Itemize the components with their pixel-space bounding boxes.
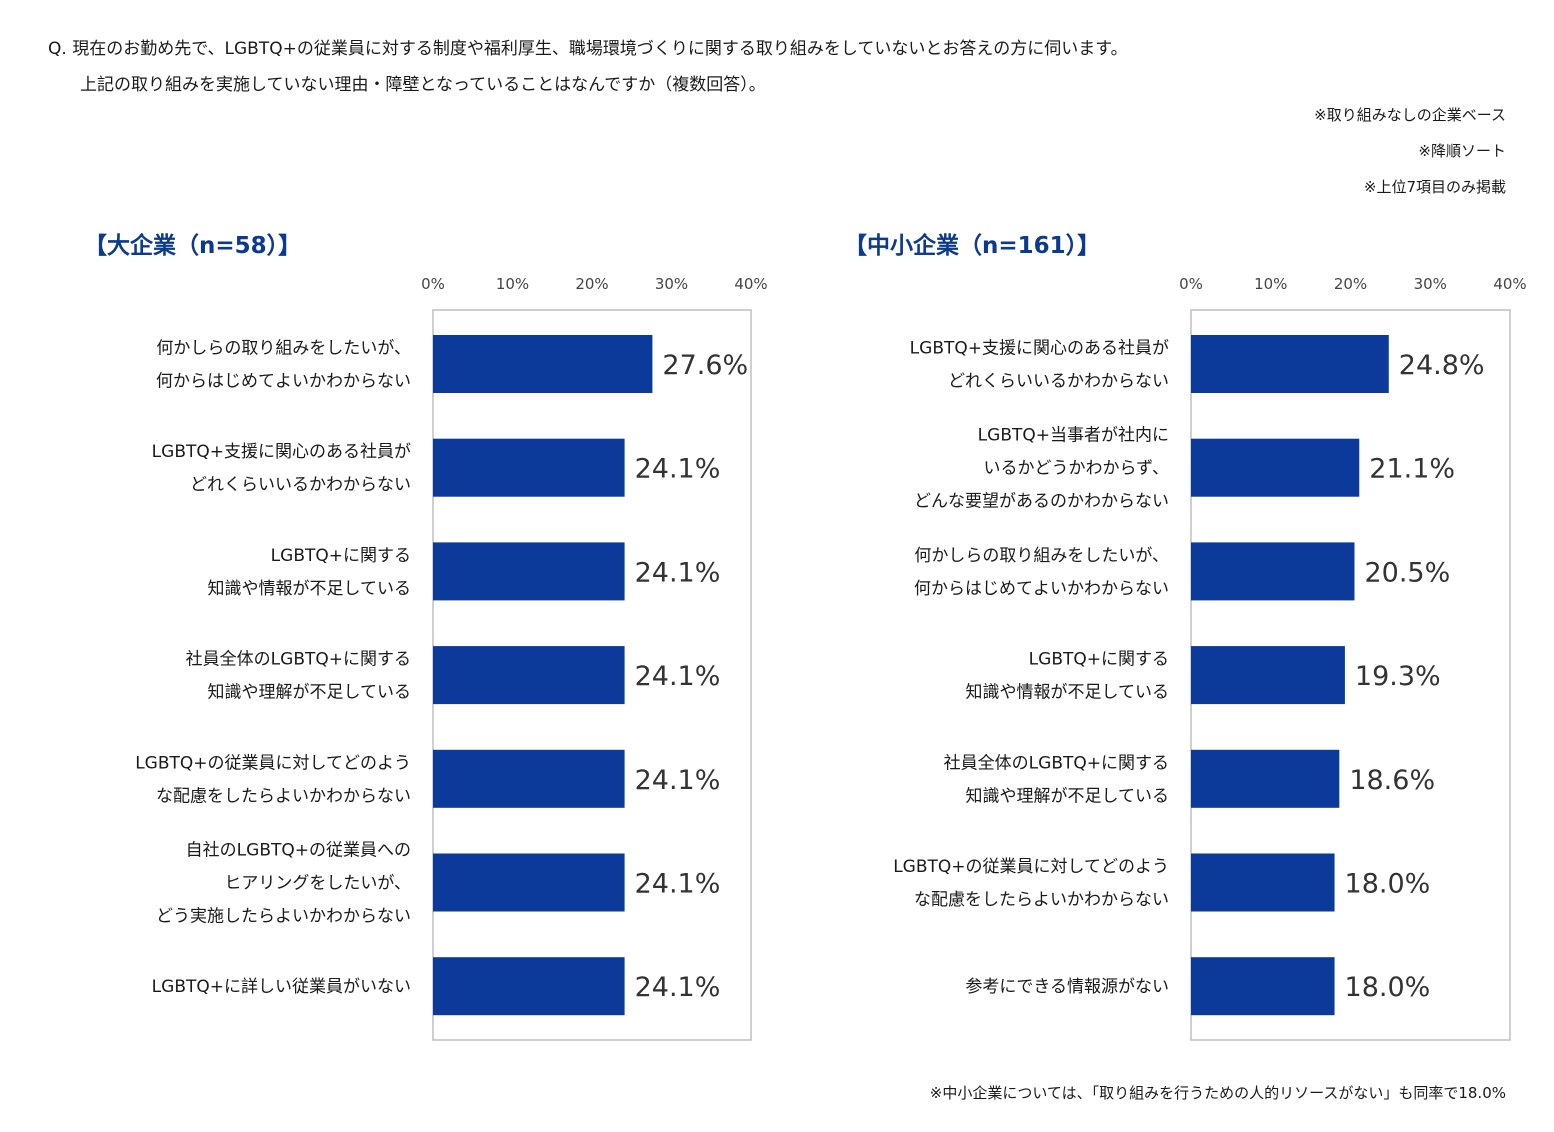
category-label: いるかどうかわからず、 xyxy=(984,459,1169,479)
chart-title-small: 【中小企業（n=161）】 xyxy=(844,233,1101,259)
x-tick-label: 0% xyxy=(1179,275,1203,293)
category-label: LGBTQ+に関する xyxy=(271,546,411,566)
category-label: LGBTQ+に詳しい従業員がいない xyxy=(152,977,411,997)
category-label: な配慮をしたらよいかわからない xyxy=(914,890,1169,910)
bar xyxy=(1191,542,1355,601)
category-label: LGBTQ+に関する xyxy=(1029,650,1169,670)
bar xyxy=(433,335,653,393)
x-tick-label: 10% xyxy=(496,275,529,293)
bar xyxy=(1191,957,1335,1016)
x-tick-label: 20% xyxy=(1334,275,1367,293)
category-label: 何からはじめてよいかわからない xyxy=(156,372,411,392)
data-label: 18.6% xyxy=(1349,765,1435,796)
bar xyxy=(433,853,625,912)
bar xyxy=(1191,853,1335,912)
category-label: ヒアリングをしたいが、 xyxy=(224,874,411,894)
category-label: 参考にできる情報源がない xyxy=(965,977,1169,997)
data-label: 24.1% xyxy=(635,869,721,900)
question-line-2: 上記の取り組みを実施していない理由・障壁となっていることはなんですか（複数回答）… xyxy=(80,75,766,95)
category-label: 知識や理解が不足している xyxy=(966,786,1170,806)
x-tick-label: 20% xyxy=(575,275,608,293)
category-label: どれくらいいるかわからない xyxy=(190,475,411,495)
category-label: LGBTQ+の従業員に対してどのよう xyxy=(135,753,411,773)
category-label: な配慮をしたらよいかわからない xyxy=(156,786,411,806)
data-label: 24.1% xyxy=(635,765,721,796)
data-label: 24.8% xyxy=(1399,350,1485,381)
x-tick-label: 30% xyxy=(655,275,688,293)
chart-title-large: 【大企業（n=58）】 xyxy=(84,233,302,259)
category-label: 知識や情報が不足している xyxy=(208,579,412,599)
bar xyxy=(433,749,625,808)
data-label: 19.3% xyxy=(1355,661,1441,692)
bar xyxy=(433,646,625,705)
category-label: LGBTQ+支援に関心のある社員が xyxy=(910,339,1169,359)
category-label: どれくらいいるかわからない xyxy=(948,372,1169,392)
data-label: 24.1% xyxy=(635,557,721,588)
x-tick-label: 10% xyxy=(1254,275,1287,293)
category-label: どんな要望があるのかわからない xyxy=(914,492,1169,512)
note-top7: ※上位7項目のみ掲載 xyxy=(1363,178,1506,196)
data-label: 27.6% xyxy=(662,350,748,381)
category-label: LGBTQ+の従業員に対してどのよう xyxy=(893,857,1169,877)
question-line-1: Q. 現在のお勤め先で、LGBTQ+の従業員に対する制度や福利厚生、職場環境づく… xyxy=(48,39,1128,59)
data-label: 20.5% xyxy=(1364,557,1450,588)
category-label: 何かしらの取り組みをしたいが、 xyxy=(914,546,1169,566)
note-sort: ※降順ソート xyxy=(1418,142,1506,160)
bar xyxy=(1191,646,1345,705)
data-label: 24.1% xyxy=(635,661,721,692)
category-label: 自社のLGBTQ+の従業員への xyxy=(186,841,411,861)
category-label: 知識や情報が不足している xyxy=(966,683,1170,703)
bar xyxy=(433,542,625,601)
category-label: LGBTQ+支援に関心のある社員が xyxy=(152,442,411,462)
x-tick-label: 40% xyxy=(734,275,767,293)
x-tick-label: 0% xyxy=(421,275,445,293)
x-tick-label: 30% xyxy=(1414,275,1447,293)
bar xyxy=(433,957,625,1016)
category-label: LGBTQ+当事者が社内に xyxy=(978,426,1169,446)
x-tick-label: 40% xyxy=(1493,275,1526,293)
data-label: 24.1% xyxy=(635,972,721,1003)
note-base: ※取り組みなしの企業ベース xyxy=(1314,106,1506,124)
data-label: 18.0% xyxy=(1345,972,1431,1003)
bar xyxy=(1191,335,1389,393)
bar xyxy=(433,438,625,497)
bar xyxy=(1191,749,1340,808)
bar xyxy=(1191,438,1360,497)
data-label: 21.1% xyxy=(1369,454,1455,485)
category-label: どう実施したらよいかわからない xyxy=(156,907,411,927)
category-label: 知識や理解が不足している xyxy=(208,683,412,703)
category-label: 何からはじめてよいかわからない xyxy=(914,579,1169,599)
data-label: 24.1% xyxy=(635,454,721,485)
category-label: 社員全体のLGBTQ+に関する xyxy=(186,650,411,670)
data-label: 18.0% xyxy=(1345,869,1431,900)
category-label: 何かしらの取り組みをしたいが、 xyxy=(156,339,411,359)
footer-note: ※中小企業については、「取り組みを行うための人的リソースがない」も同率で18.0… xyxy=(929,1084,1506,1102)
category-label: 社員全体のLGBTQ+に関する xyxy=(944,753,1169,773)
